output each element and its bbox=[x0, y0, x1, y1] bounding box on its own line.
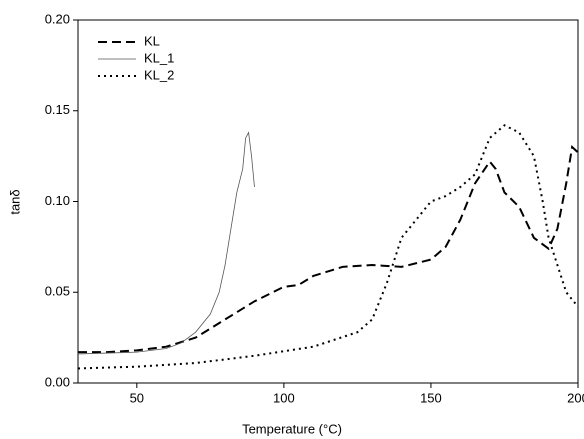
series-line bbox=[77, 124, 579, 370]
x-tick-label: 200 bbox=[567, 390, 584, 405]
y-tick-label: 0.10 bbox=[45, 193, 70, 208]
x-tick-label: 50 bbox=[130, 390, 144, 405]
y-tick-label: 0.05 bbox=[45, 284, 70, 299]
x-tick-label: 150 bbox=[420, 390, 442, 405]
legend-label: KL_1 bbox=[144, 50, 174, 65]
y-tick-label: 0.15 bbox=[45, 102, 70, 117]
y-axis-label: tanδ bbox=[7, 189, 22, 214]
y-tick-label: 0.00 bbox=[45, 374, 70, 389]
series-line bbox=[78, 145, 579, 354]
legend-label: KL bbox=[144, 33, 160, 48]
legend-label: KL_2 bbox=[144, 67, 174, 82]
x-tick-label: 100 bbox=[273, 390, 295, 405]
y-tick-label: 0.20 bbox=[45, 11, 70, 26]
x-axis-label: Temperature (°C) bbox=[242, 421, 342, 436]
series-line bbox=[77, 131, 255, 355]
